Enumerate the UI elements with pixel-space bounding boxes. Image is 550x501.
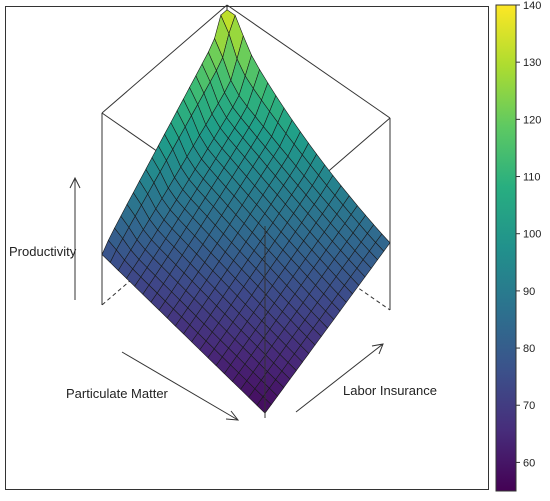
- box-edge: [101, 4, 228, 114]
- colorbar-tick-label: 110: [523, 172, 541, 184]
- x-axis-label: Particulate Matter: [66, 386, 169, 401]
- surface-mesh: [101, 9, 391, 414]
- z-axis-arrow: [69, 176, 81, 300]
- colorbar: [495, 4, 517, 492]
- colorbar-tick-label: 90: [523, 286, 535, 298]
- colorbar-tick-label: 70: [523, 400, 535, 412]
- y-axis-label: Labor Insurance: [343, 383, 437, 398]
- surface-facet: [256, 396, 272, 414]
- box-edge: [226, 4, 391, 119]
- y-axis-arrow: [295, 343, 384, 413]
- colorbar-tick-label: 120: [523, 114, 541, 126]
- colorbar-tick-label: 100: [523, 229, 541, 241]
- colorbar-tick-label: 140: [523, 0, 541, 12]
- colorbar-tick-label: 60: [523, 457, 535, 469]
- plot-frame: [5, 6, 489, 490]
- colorbar-tick-label: 80: [523, 343, 535, 355]
- z-axis-label: Productivity: [9, 244, 77, 259]
- x-axis-arrow: [121, 351, 240, 421]
- colorbar-tick-label: 130: [523, 57, 541, 69]
- colorbar-ticks: 60 70 80 90 100 110 120 130 140: [516, 0, 541, 469]
